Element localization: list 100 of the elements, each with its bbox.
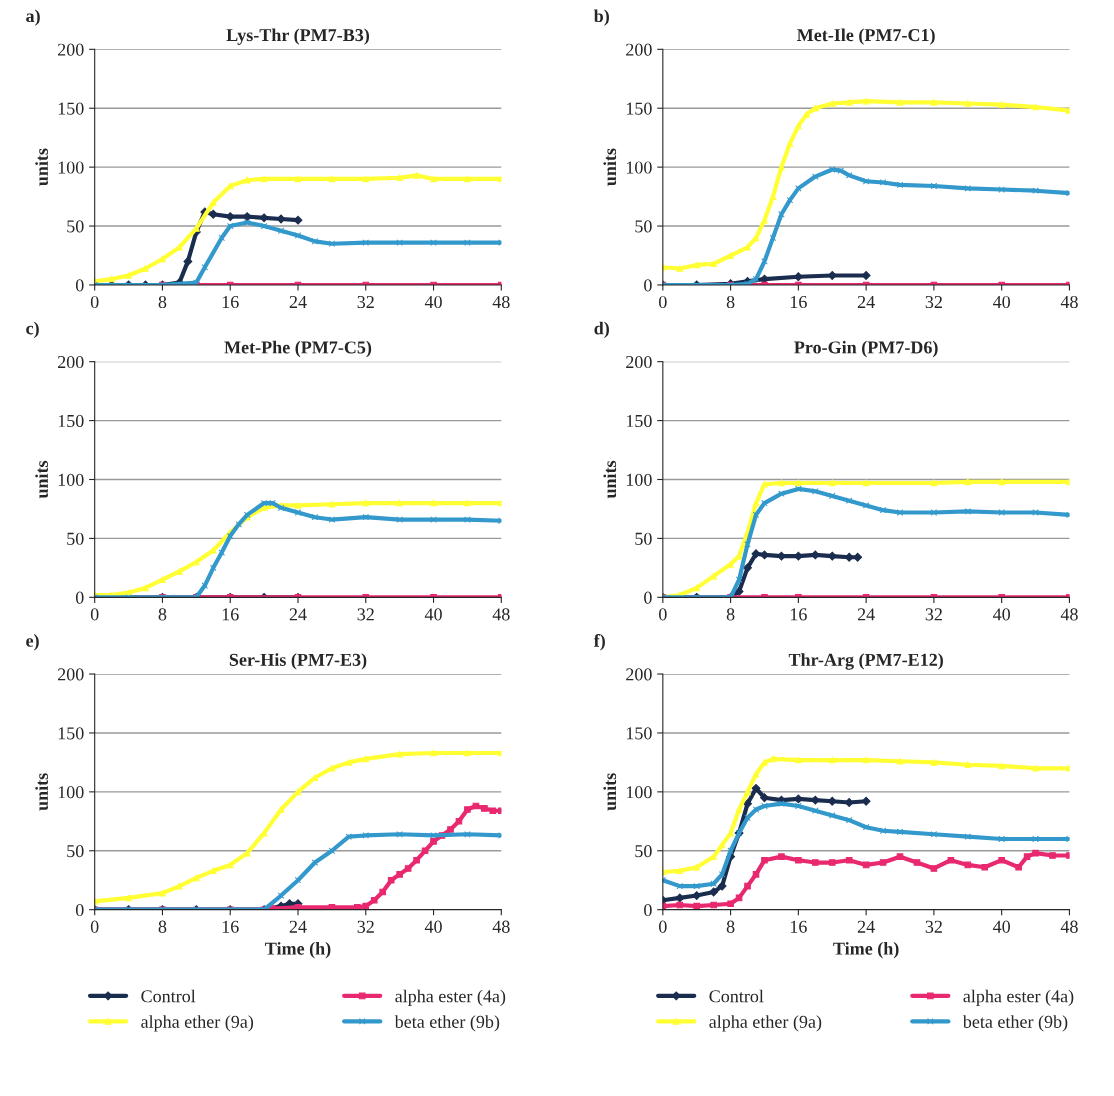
legend-label: Control <box>141 989 196 1003</box>
x-tick-label: 40 <box>993 608 1011 621</box>
x-tick-label: 40 <box>424 608 442 621</box>
legend-label: alpha ester (4a) <box>395 989 506 1007</box>
y-tick-label: 200 <box>57 355 84 369</box>
y-tick-label: 150 <box>58 102 84 115</box>
x-tick-label: 16 <box>790 295 807 309</box>
y-axis-title: units <box>603 773 617 811</box>
y-tick-label: 50 <box>635 845 652 858</box>
x-tick-label: 24 <box>289 295 307 308</box>
y-tick-label: 100 <box>626 786 652 799</box>
x-tick-label: 8 <box>158 295 167 309</box>
y-axis-title: units <box>603 148 617 186</box>
x-axis-title: Time (h) <box>265 942 331 959</box>
y-axis-title: units <box>603 460 617 499</box>
x-tick-label: 24 <box>857 295 875 308</box>
y-tick-label: 150 <box>58 727 84 740</box>
y-tick-label: 0 <box>644 591 652 604</box>
y-axis-title: units <box>35 460 49 499</box>
x-tick-label: 48 <box>1060 920 1078 933</box>
x-tick-label: 48 <box>492 295 510 309</box>
x-axis-title: Time (h) <box>833 942 899 959</box>
legend-label: alpha ether (9a) <box>709 1015 822 1032</box>
x-tick-label: 32 <box>925 920 942 933</box>
x-tick-label: 8 <box>158 920 167 933</box>
chart-title: Thr-Arg (PM7-E12) <box>788 653 943 670</box>
y-tick-label: 100 <box>58 161 84 174</box>
x-tick-label: 24 <box>857 608 875 621</box>
legend-label: beta ether (9b) <box>962 1015 1068 1032</box>
x-tick-label: 24 <box>289 608 307 621</box>
x-tick-label: 0 <box>659 295 667 309</box>
chart-title: Pro-Gin (PM7-D6) <box>794 340 938 358</box>
x-tick-label: 32 <box>357 295 374 309</box>
y-tick-label: 100 <box>58 786 84 799</box>
y-tick-label: 100 <box>626 161 652 174</box>
x-tick-label: 16 <box>790 608 807 621</box>
x-tick-label: 8 <box>726 920 735 933</box>
y-axis-title: units <box>35 148 49 186</box>
y-tick-label: 100 <box>626 473 652 486</box>
y-tick-label: 200 <box>57 668 84 681</box>
chart-title: Met-Phe (PM7-C5) <box>224 340 372 358</box>
x-tick-label: 16 <box>222 608 239 621</box>
x-tick-label: 8 <box>726 295 735 309</box>
y-tick-label: 200 <box>57 43 84 56</box>
x-tick-label: 16 <box>222 295 239 309</box>
x-tick-label: 16 <box>222 920 239 933</box>
y-tick-label: 50 <box>635 220 652 233</box>
x-tick-label: 0 <box>659 920 667 933</box>
x-tick-label: 48 <box>492 920 510 933</box>
x-tick-label: 32 <box>925 608 942 621</box>
text: c) <box>26 321 39 339</box>
legend-label: Control <box>709 989 764 1003</box>
y-tick-label: 100 <box>58 473 84 486</box>
x-tick-label: 32 <box>357 608 374 621</box>
y-tick-label: 0 <box>644 903 652 917</box>
x-tick-label: 32 <box>357 920 374 933</box>
x-tick-label: 48 <box>492 608 510 621</box>
x-tick-label: 0 <box>659 608 667 621</box>
text: b) <box>593 9 609 26</box>
x-tick-label: 16 <box>790 920 807 933</box>
y-tick-label: 0 <box>75 903 84 917</box>
x-tick-label: 0 <box>90 920 99 933</box>
x-tick-label: 0 <box>90 608 99 621</box>
text: f) <box>593 633 605 651</box>
x-tick-label: 48 <box>1060 295 1078 309</box>
x-tick-label: 8 <box>726 608 735 621</box>
y-tick-label: 50 <box>635 532 652 545</box>
legend-label: beta ether (9b) <box>394 1015 500 1032</box>
x-tick-label: 40 <box>993 920 1011 933</box>
y-tick-label: 0 <box>75 591 84 604</box>
legend-label: alpha ester (4a) <box>963 989 1074 1007</box>
x-tick-label: 0 <box>90 295 99 309</box>
y-tick-label: 200 <box>626 43 652 56</box>
x-tick-label: 48 <box>1060 608 1078 621</box>
chart-title: Met-Ile (PM7-C1) <box>797 28 935 45</box>
y-tick-label: 200 <box>626 668 652 681</box>
x-tick-label: 40 <box>993 295 1011 309</box>
chart-title: Lys-Thr (PM7-B3) <box>226 28 370 45</box>
y-tick-label: 0 <box>75 279 84 292</box>
y-tick-label: 50 <box>67 220 84 233</box>
y-tick-label: 200 <box>626 355 652 369</box>
x-tick-label: 40 <box>424 295 442 309</box>
legend-label: alpha ether (9a) <box>141 1015 254 1032</box>
x-tick-label: 40 <box>424 920 442 933</box>
x-tick-label: 8 <box>158 608 167 621</box>
text: a) <box>26 9 40 26</box>
y-tick-label: 50 <box>67 845 84 858</box>
x-tick-label: 24 <box>289 920 307 933</box>
y-tick-label: 0 <box>644 279 652 292</box>
y-tick-label: 150 <box>58 414 84 428</box>
y-tick-label: 50 <box>67 532 84 545</box>
text: e) <box>26 634 39 651</box>
y-tick-label: 150 <box>626 102 652 115</box>
y-tick-label: 150 <box>626 414 652 428</box>
x-tick-label: 32 <box>925 295 942 309</box>
y-tick-label: 150 <box>626 727 652 740</box>
y-axis-title: units <box>35 773 49 811</box>
text: d) <box>594 321 609 339</box>
chart-title: Ser-His (PM7-E3) <box>229 653 367 670</box>
x-tick-label: 24 <box>857 920 875 933</box>
